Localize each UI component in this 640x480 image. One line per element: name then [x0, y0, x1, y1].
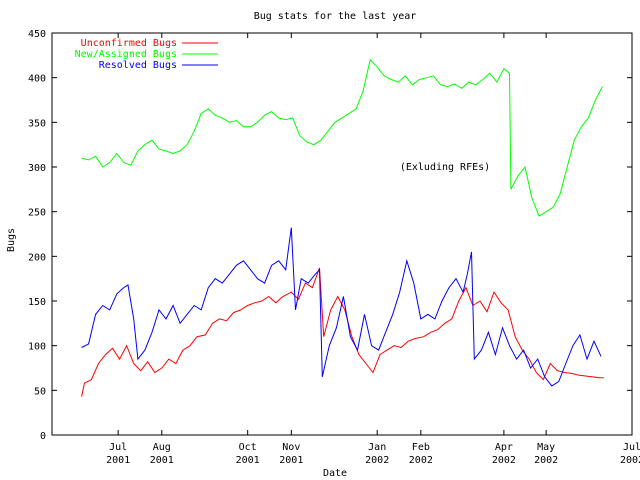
- x-tick-label-year: 2002: [620, 455, 640, 466]
- x-tick-label-month: Jul: [109, 442, 127, 453]
- series-line-1: [81, 58, 603, 217]
- x-tick-label-month: Jan: [368, 442, 386, 453]
- x-axis: Jul 2001 Aug 2001 Oct 2001 Nov 2001 Jan 2002 Feb 20…: [106, 33, 640, 466]
- x-tick-label-year: 2002: [492, 455, 516, 466]
- x-tick-label-year: 2001: [150, 455, 174, 466]
- x-tick-label-month: May: [537, 442, 555, 453]
- x-tick-label-year: 2002: [365, 455, 389, 466]
- y-tick-label: 400: [28, 74, 46, 85]
- legend-label: Resolved Bugs: [99, 60, 177, 71]
- y-axis: 0 50 100 150 200 250 300 350 400 450: [28, 29, 632, 442]
- x-tick-label-month: Oct: [239, 442, 257, 453]
- series-layer: [81, 58, 604, 397]
- x-tick-label-year: 2002: [534, 455, 558, 466]
- y-axis-label: Bugs: [6, 228, 17, 252]
- legend-label: New/Assigned Bugs: [75, 49, 177, 60]
- x-tick-label-month: Apr: [495, 442, 513, 453]
- y-tick-label: 200: [28, 252, 46, 263]
- x-tick-label-year: 2001: [106, 455, 130, 466]
- x-tick-label-year: 2002: [409, 455, 433, 466]
- x-tick-label-month: Feb: [412, 442, 430, 453]
- x-tick-label-month: Jul: [623, 442, 640, 453]
- y-tick-label: 350: [28, 118, 46, 129]
- x-tick-label-year: 2001: [279, 455, 303, 466]
- y-tick-label: 100: [28, 342, 46, 353]
- chart-title: Bug stats for the last year: [254, 11, 417, 22]
- plot-frame: [51, 32, 633, 436]
- x-tick-label-year: 2001: [236, 455, 260, 466]
- series-line-2: [81, 227, 602, 387]
- y-tick-label: 300: [28, 163, 46, 174]
- series-line-0: [81, 267, 604, 397]
- y-tick-label: 50: [34, 386, 46, 397]
- y-tick-label: 150: [28, 297, 46, 308]
- annotation-excluding-rfes: (Exluding RFEs): [400, 162, 490, 173]
- y-tick-label: 0: [40, 431, 46, 442]
- y-tick-label: 250: [28, 208, 46, 219]
- legend-label: Unconfirmed Bugs: [81, 38, 177, 49]
- x-tick-label-month: Nov: [282, 442, 300, 453]
- y-tick-label: 450: [28, 29, 46, 40]
- x-axis-label: Date: [323, 468, 347, 479]
- x-tick-label-month: Aug: [153, 442, 171, 453]
